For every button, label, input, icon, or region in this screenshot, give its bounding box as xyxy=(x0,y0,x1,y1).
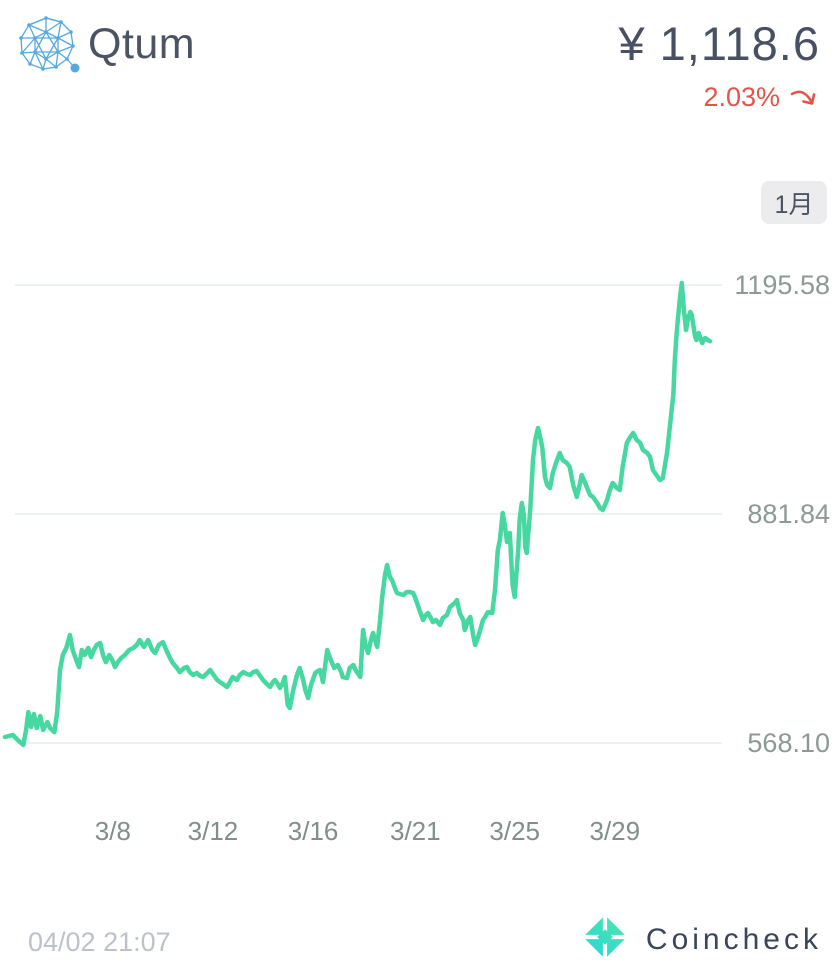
x-axis-label: 3/29 xyxy=(589,816,641,846)
price-chart[interactable] xyxy=(0,270,735,775)
coincheck-brand-text: Coincheck xyxy=(645,922,822,956)
price-line xyxy=(2,280,713,748)
qtum-satellite-dot xyxy=(70,63,80,73)
change-percent: 2.03% xyxy=(703,82,780,112)
x-axis-label: 3/16 xyxy=(287,816,339,846)
y-axis-label: 881.84 xyxy=(747,499,830,529)
chart-timestamp: 04/02 21:07 xyxy=(28,927,171,957)
trend-down-arrow-icon xyxy=(790,85,820,111)
coin-title: Qtum xyxy=(88,20,196,68)
coincheck-diamond-icon xyxy=(580,912,630,967)
period-button-1month[interactable]: 1月 xyxy=(761,181,827,224)
y-axis-label: 1195.58 xyxy=(734,270,830,300)
price-change: 2.03% xyxy=(703,82,820,113)
x-axis-label: 3/8 xyxy=(94,816,131,846)
qtum-network-wireframe xyxy=(19,16,80,73)
coincheck-brand: Coincheck xyxy=(580,912,822,967)
price-value: ¥ 1,118.6 xyxy=(618,17,820,70)
x-axis-label: 3/12 xyxy=(187,816,239,846)
qtum-logo-icon xyxy=(16,14,80,78)
x-axis-label: 3/21 xyxy=(389,816,441,846)
x-axis-label: 3/25 xyxy=(489,816,540,846)
y-axis-label: 568.10 xyxy=(747,728,830,758)
